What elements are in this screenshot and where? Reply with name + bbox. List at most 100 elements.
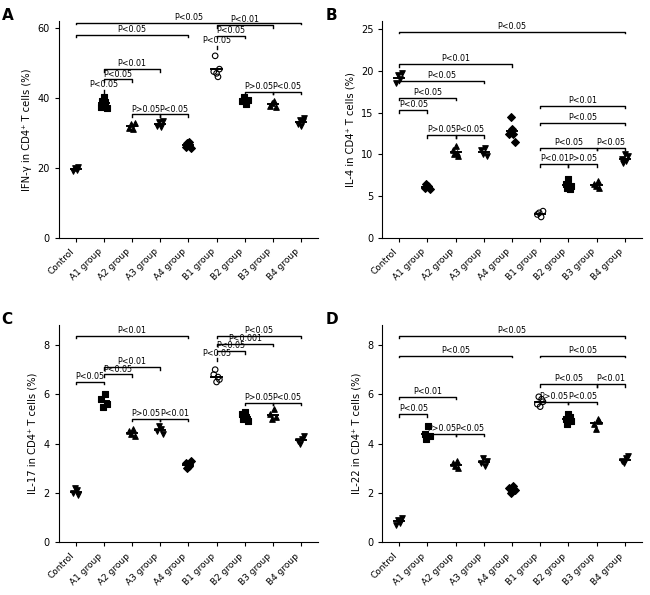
Point	[478, 149, 488, 159]
Point	[124, 427, 135, 436]
Point	[482, 456, 492, 466]
Point	[268, 405, 279, 414]
Text: P<0.05: P<0.05	[103, 70, 133, 79]
Point	[238, 414, 248, 424]
Point	[452, 148, 462, 158]
Point	[100, 97, 110, 107]
Point	[421, 434, 432, 443]
Point	[210, 365, 220, 374]
Point	[562, 419, 572, 428]
Text: P<0.05: P<0.05	[216, 26, 245, 35]
Point	[240, 407, 250, 416]
Point	[448, 459, 458, 468]
Point	[617, 154, 627, 163]
Point	[96, 394, 106, 404]
Point	[156, 424, 166, 434]
Point	[126, 120, 136, 129]
Text: D: D	[325, 312, 338, 327]
Point	[266, 98, 277, 108]
Text: P<0.05: P<0.05	[75, 372, 104, 381]
Point	[70, 483, 80, 493]
Point	[210, 51, 220, 61]
Point	[588, 419, 599, 428]
Text: B: B	[325, 8, 337, 23]
Y-axis label: IL-22 in CD4⁺ T cells (%): IL-22 in CD4⁺ T cells (%)	[352, 373, 361, 494]
Text: P<0.05: P<0.05	[413, 87, 442, 96]
Point	[510, 137, 520, 146]
Point	[299, 431, 309, 441]
Text: P<0.01: P<0.01	[118, 59, 146, 68]
Text: A: A	[2, 8, 14, 23]
Point	[393, 515, 404, 525]
Point	[425, 184, 436, 194]
Point	[158, 429, 168, 439]
Point	[619, 149, 630, 159]
Point	[297, 434, 307, 443]
Point	[562, 183, 572, 193]
Text: P<0.01: P<0.01	[568, 96, 597, 105]
Point	[101, 399, 112, 409]
Point	[588, 179, 599, 189]
Text: P<0.01: P<0.01	[596, 374, 625, 383]
Text: P<0.01: P<0.01	[413, 387, 442, 396]
Point	[450, 141, 461, 151]
Point	[594, 183, 604, 193]
Point	[419, 429, 430, 439]
Text: P>0.05: P>0.05	[427, 125, 456, 134]
Point	[213, 72, 223, 82]
Text: P<0.05: P<0.05	[497, 22, 526, 31]
Point	[563, 175, 573, 184]
Point	[534, 392, 544, 402]
Point	[237, 96, 247, 106]
Text: P<0.05: P<0.05	[497, 326, 526, 335]
Point	[453, 151, 463, 161]
Point	[507, 124, 517, 134]
Point	[242, 95, 253, 104]
Text: P<0.05: P<0.05	[160, 105, 189, 114]
Point	[156, 122, 166, 131]
Point	[184, 461, 194, 471]
Point	[423, 181, 434, 191]
Point	[295, 439, 306, 449]
Point	[506, 112, 516, 121]
Text: P>0.05: P>0.05	[131, 105, 161, 114]
Point	[622, 451, 632, 461]
Text: P<0.01: P<0.01	[118, 326, 146, 335]
Point	[237, 409, 247, 419]
Point	[184, 137, 194, 146]
Text: P<0.05: P<0.05	[568, 346, 597, 355]
Point	[270, 102, 281, 111]
Point	[476, 459, 486, 468]
Text: P<0.01: P<0.01	[540, 155, 569, 164]
Point	[152, 427, 162, 436]
Point	[504, 483, 514, 493]
Text: C: C	[2, 312, 13, 327]
Point	[211, 68, 222, 78]
Point	[423, 422, 434, 431]
Y-axis label: IL-17 in CD4⁺ T cells (%): IL-17 in CD4⁺ T cells (%)	[28, 373, 38, 494]
Point	[265, 409, 276, 419]
Point	[590, 424, 601, 434]
Text: P<0.05: P<0.05	[568, 112, 597, 122]
Point	[592, 414, 603, 424]
Point	[563, 409, 573, 419]
Text: P>0.05: P>0.05	[244, 393, 274, 402]
Point	[240, 99, 251, 109]
Text: P>0.05: P>0.05	[568, 155, 597, 164]
Point	[297, 116, 307, 126]
Point	[101, 104, 112, 113]
Point	[419, 183, 430, 193]
Point	[480, 143, 490, 152]
Point	[299, 114, 309, 123]
Point	[98, 402, 108, 411]
Point	[508, 129, 519, 138]
Text: P>0.05: P>0.05	[540, 392, 569, 400]
Point	[560, 179, 571, 189]
Point	[124, 123, 135, 132]
Text: P<0.01: P<0.01	[118, 357, 146, 366]
Text: P<0.05: P<0.05	[272, 82, 302, 91]
Point	[391, 79, 402, 88]
Point	[265, 101, 276, 110]
Text: P<0.05: P<0.05	[202, 36, 231, 45]
Point	[129, 118, 140, 128]
